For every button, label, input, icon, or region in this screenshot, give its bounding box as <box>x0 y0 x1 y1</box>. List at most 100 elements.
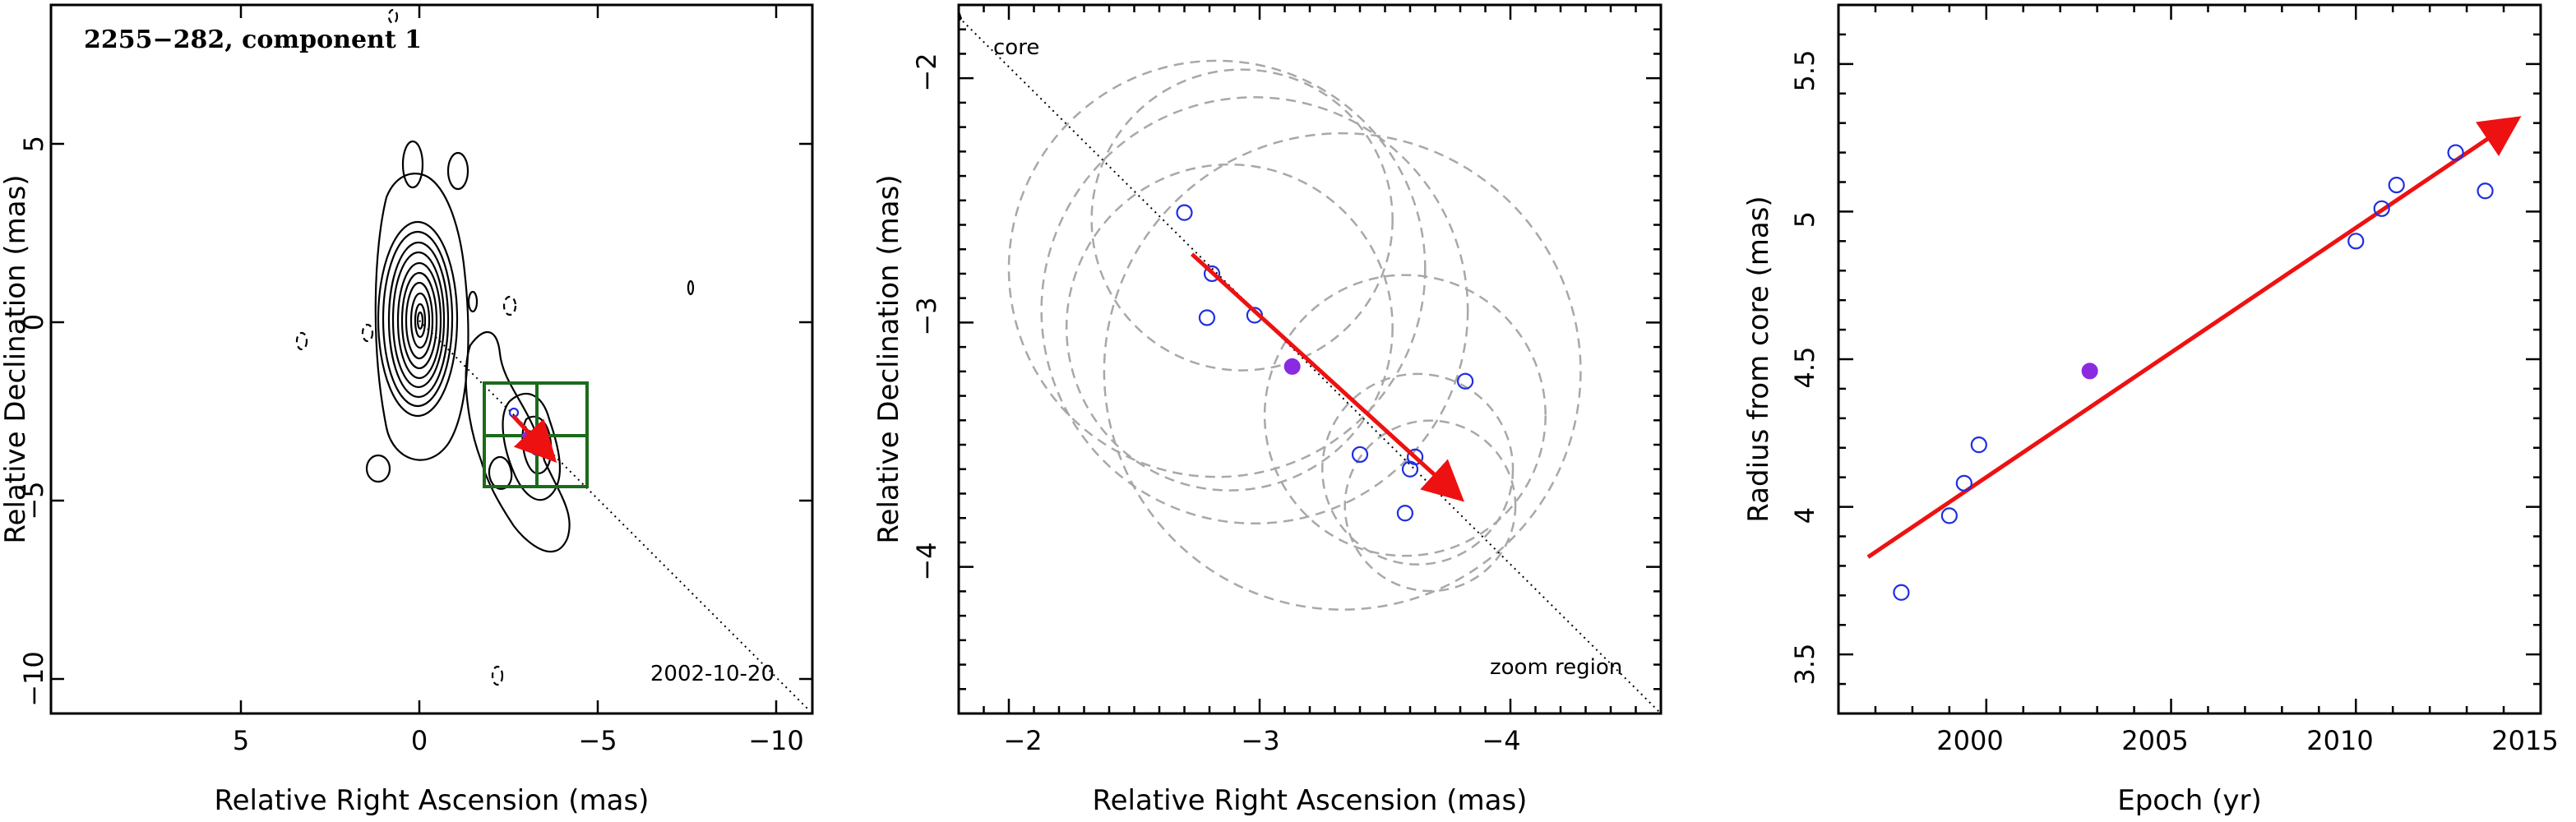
core-contour <box>416 311 424 330</box>
component-size-circle <box>1263 274 1547 557</box>
core-contour <box>377 220 459 418</box>
core-contour <box>382 230 454 408</box>
left-panel-title: 2255−282, component 1 <box>84 25 422 54</box>
left-ytick-label: −10 <box>18 651 49 707</box>
right-plot-area <box>1866 116 2522 601</box>
middle-panel: core zoom region −2 −3 −4 −2 −3 −4 Relat… <box>872 3 1663 817</box>
left-ticks <box>51 5 812 713</box>
position-point <box>1351 446 1369 464</box>
position-point-filled <box>1283 358 1301 375</box>
left-ytick-label: 5 <box>18 136 49 152</box>
blob-contour <box>401 140 424 189</box>
left-y-axis-title: Relative Declination (mas) <box>0 174 32 543</box>
middle-xtick-label: −4 <box>1482 725 1520 756</box>
radius-point <box>1893 584 1910 601</box>
right-xtick-label: 2015 <box>2491 725 2558 756</box>
core-contour <box>391 251 446 389</box>
right-panel: 2000 2005 2010 2015 3.5 4 4.5 5 5.5 Epoc… <box>1742 3 2559 817</box>
blob-contour <box>446 151 469 191</box>
core-outer-contour <box>374 173 469 461</box>
component-size-circle <box>1103 132 1582 611</box>
left-axes-frame <box>49 3 814 715</box>
left-ytick-label: 0 <box>18 314 49 330</box>
middle-ytick-label: −3 <box>911 297 942 335</box>
blob-contour <box>687 279 695 296</box>
middle-plot-area <box>959 17 1661 713</box>
middle-ytick-label: −2 <box>911 53 942 91</box>
right-ytick-label: 4 <box>1789 507 1820 524</box>
right-xtick-label: 2005 <box>2121 725 2188 756</box>
left-contour-map <box>295 8 811 712</box>
right-ytick-label: 5.5 <box>1789 50 1820 92</box>
component-size-circle <box>1090 68 1394 372</box>
position-point <box>1176 204 1193 221</box>
core-direction-line <box>419 320 811 712</box>
core-label: core <box>993 35 1039 60</box>
left-xtick-label: −5 <box>578 725 617 756</box>
left-xtick-label: 5 <box>233 725 249 756</box>
middle-y-axis-title: Relative Declination (mas) <box>872 174 905 543</box>
middle-ytick-label: −4 <box>911 542 942 580</box>
zoom-region-label: zoom region <box>1490 655 1622 680</box>
radius-point <box>1970 436 1987 454</box>
core-contour <box>387 241 450 399</box>
right-x-axis-title: Epoch (yr) <box>2117 784 2262 817</box>
middle-xtick-label: −3 <box>1241 725 1279 756</box>
component-size-circle <box>1321 372 1515 566</box>
core-contours <box>377 220 459 418</box>
right-xtick-label: 2010 <box>2306 725 2373 756</box>
middle-xtick-label: −2 <box>1003 725 1042 756</box>
radius-point <box>2373 200 2390 217</box>
negative-contour <box>387 8 399 25</box>
right-ticks <box>1837 3 2542 715</box>
radius-point <box>1955 474 1972 492</box>
left-ytick-label: −5 <box>18 481 49 520</box>
middle-x-axis-title: Relative Right Ascension (mas) <box>1093 784 1528 817</box>
core-contour <box>396 261 442 380</box>
left-fit-arrow <box>511 414 557 463</box>
core-contour <box>405 281 434 360</box>
component-size-circle <box>1007 59 1427 478</box>
core-direction-line <box>959 17 1661 713</box>
component-size-circle <box>1065 163 1394 492</box>
left-xtick-label: −10 <box>748 725 804 756</box>
position-point <box>1456 372 1474 390</box>
jet-contour <box>465 330 571 553</box>
negative-contour <box>295 331 308 351</box>
jet-contour <box>502 392 562 501</box>
right-y-axis-title: Radius from core (mas) <box>1742 196 1775 522</box>
negative-contour <box>502 295 517 316</box>
position-point <box>1198 309 1216 326</box>
radius-point <box>2477 182 2494 200</box>
position-point <box>1203 265 1221 283</box>
middle-ticks <box>957 5 1663 715</box>
component-size-circle <box>1343 419 1517 593</box>
radius-point <box>2347 233 2365 250</box>
negative-contour <box>491 665 504 686</box>
left-xtick-label: 0 <box>411 725 428 756</box>
right-xtick-label: 2000 <box>1936 725 2003 756</box>
core-contour <box>414 302 427 339</box>
core-contour <box>400 271 438 370</box>
fit-line-arrow <box>1866 116 2522 559</box>
left-date-label: 2002-10-20 <box>650 662 775 686</box>
component-size-circle <box>1040 96 1469 525</box>
right-axes-frame <box>1837 3 2542 715</box>
blob-contour <box>365 454 391 483</box>
right-ytick-label: 4.5 <box>1789 347 1820 389</box>
radius-point <box>2388 176 2405 194</box>
left-panel: 2255−282, component 1 2002-10-20 5 0 −5 … <box>0 3 814 817</box>
core-contour <box>409 292 431 349</box>
left-x-axis-title: Relative Right Ascension (mas) <box>215 784 650 817</box>
radius-point <box>1940 507 1958 524</box>
middle-fit-arrow <box>1190 252 1464 502</box>
blob-contour <box>467 290 479 313</box>
radius-point-filled <box>2081 363 2098 380</box>
right-ytick-label: 3.5 <box>1789 644 1820 686</box>
negative-contour <box>361 323 374 343</box>
jet-contour <box>488 455 513 490</box>
radius-point <box>2447 144 2464 161</box>
right-ytick-label: 5 <box>1789 211 1820 228</box>
position-point <box>1396 505 1414 522</box>
